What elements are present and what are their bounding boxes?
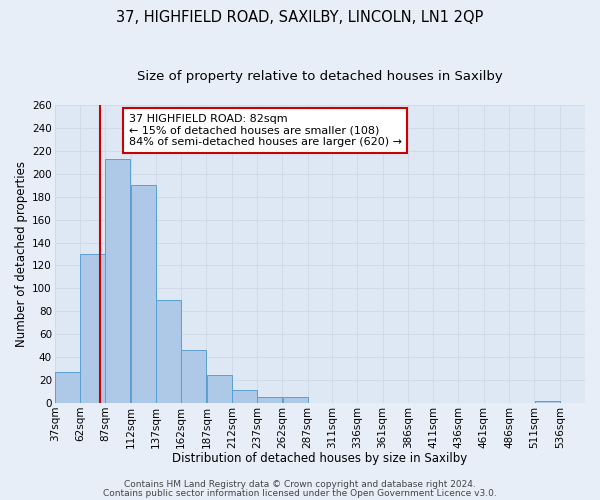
Bar (535, 400, 560, 403)
Bar (206, 376, 232, 403)
Title: Size of property relative to detached houses in Saxilby: Size of property relative to detached ho… (137, 70, 503, 83)
Bar (232, 390, 257, 403)
Text: Contains HM Land Registry data © Crown copyright and database right 2024.: Contains HM Land Registry data © Crown c… (124, 480, 476, 489)
Bar (80, 254, 105, 403)
Bar (131, 185, 156, 403)
Bar (257, 397, 282, 403)
Text: Contains public sector information licensed under the Open Government Licence v3: Contains public sector information licen… (103, 488, 497, 498)
Bar (55, 372, 80, 403)
Text: 37 HIGHFIELD ROAD: 82sqm
← 15% of detached houses are smaller (108)
84% of semi-: 37 HIGHFIELD ROAD: 82sqm ← 15% of detach… (129, 114, 402, 147)
Y-axis label: Number of detached properties: Number of detached properties (15, 161, 28, 347)
Bar (283, 397, 308, 403)
Bar (106, 159, 130, 403)
X-axis label: Distribution of detached houses by size in Saxilby: Distribution of detached houses by size … (172, 452, 467, 465)
Bar (156, 300, 181, 403)
Bar (181, 350, 206, 403)
Text: 37, HIGHFIELD ROAD, SAXILBY, LINCOLN, LN1 2QP: 37, HIGHFIELD ROAD, SAXILBY, LINCOLN, LN… (116, 10, 484, 25)
